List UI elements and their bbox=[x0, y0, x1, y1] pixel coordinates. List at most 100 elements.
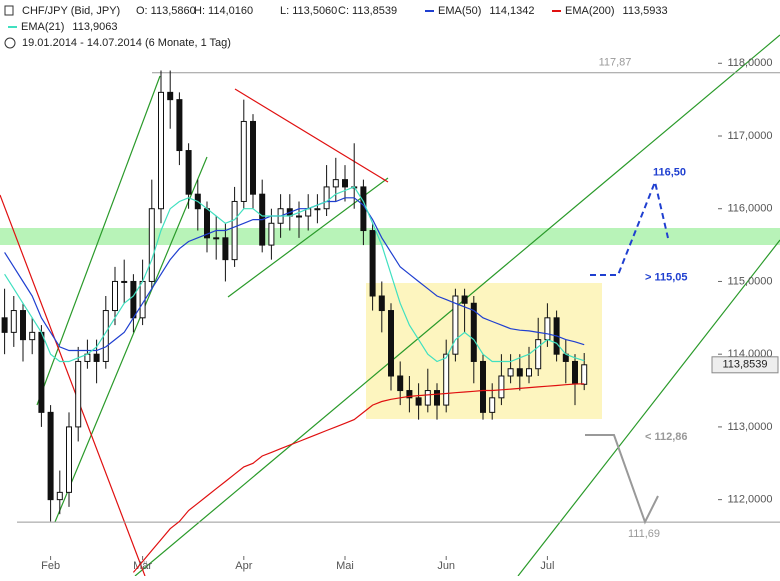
legend-label: EMA(21) bbox=[21, 21, 64, 33]
candle-body bbox=[470, 302, 477, 362]
candle-body bbox=[369, 230, 376, 297]
header: CHF/JPY (Bid, JPY) O: 113,5860 H: 114,01… bbox=[4, 5, 397, 49]
ohlc-label: O: 113,5860 bbox=[136, 5, 196, 17]
legend-value: 113,9063 bbox=[72, 21, 117, 33]
trend-line bbox=[54, 156, 208, 523]
candle-body bbox=[535, 339, 542, 370]
candle-body bbox=[121, 280, 128, 283]
candle-body bbox=[378, 295, 385, 312]
candle-body bbox=[112, 280, 118, 312]
projection-path bbox=[585, 434, 659, 525]
y-tick-label: 115,0000 bbox=[727, 275, 772, 287]
candle-body bbox=[516, 368, 523, 377]
candle-body bbox=[222, 237, 229, 261]
candle-body bbox=[20, 310, 26, 341]
candle-body bbox=[75, 360, 82, 428]
candle-body bbox=[415, 397, 422, 406]
x-tick-label: Mai bbox=[336, 560, 354, 572]
target-label: < 112,86 bbox=[645, 431, 688, 443]
candle-body bbox=[314, 208, 321, 211]
price-tag-label: 113,8539 bbox=[722, 359, 767, 371]
x-tick-label: Jul bbox=[540, 560, 554, 572]
candle-body bbox=[544, 317, 551, 341]
candle-body bbox=[148, 208, 155, 282]
candle-body bbox=[452, 295, 459, 355]
candle-body bbox=[93, 353, 100, 362]
candle-body bbox=[397, 375, 404, 392]
candle-body bbox=[158, 91, 164, 210]
candle-body bbox=[498, 375, 505, 399]
legend: EMA(50) 114,1342 EMA(200) 113,5933 EMA(21) 11… bbox=[8, 5, 668, 33]
candle-body bbox=[213, 237, 220, 240]
legend-label: EMA(50) bbox=[438, 5, 481, 17]
trend-line bbox=[517, 239, 780, 577]
x-tick-label: Apr bbox=[235, 560, 252, 572]
ema-line bbox=[4, 186, 585, 363]
target-label: > 115,05 bbox=[645, 272, 688, 284]
candle-body bbox=[424, 390, 431, 406]
ema-line bbox=[132, 383, 585, 573]
candle-body bbox=[388, 310, 394, 377]
candle-body bbox=[240, 120, 247, 202]
x-tick-label: Mär bbox=[133, 560, 152, 572]
y-tick-label: 116,0000 bbox=[727, 203, 772, 215]
chart-icon bbox=[4, 5, 14, 16]
level-label: 111,69 bbox=[628, 528, 660, 540]
y-tick-label: 112,0000 bbox=[727, 494, 772, 506]
candle-body bbox=[342, 179, 348, 188]
x-tick-label: Feb bbox=[41, 560, 60, 572]
clock-icon bbox=[4, 37, 16, 49]
candle-body bbox=[507, 368, 514, 377]
level-label: 117,87 bbox=[599, 57, 632, 69]
subtitle: 19.01.2014 - 14.07.2014 (6 Monate, 1 Tag… bbox=[22, 37, 231, 49]
y-tick-label: 117,0000 bbox=[727, 130, 772, 142]
trend-line bbox=[36, 75, 161, 406]
legend-value: 113,5933 bbox=[623, 5, 668, 17]
candle-body bbox=[323, 186, 330, 210]
y-tick-label: 113,0000 bbox=[727, 421, 772, 433]
legend-label: EMA(200) bbox=[565, 5, 615, 17]
candle-body bbox=[56, 491, 63, 501]
candle-body bbox=[406, 390, 413, 399]
legend-value: 114,1342 bbox=[489, 5, 534, 17]
ohlc-label: H: 114,0160 bbox=[194, 5, 253, 17]
projection-path bbox=[590, 178, 669, 276]
candle-body bbox=[130, 280, 137, 319]
candle-body bbox=[47, 411, 54, 501]
ohlc-label: L: 113,5060 bbox=[280, 5, 337, 17]
y-tick-label: 118,0000 bbox=[727, 57, 772, 69]
candle-body bbox=[29, 331, 36, 341]
candle-body bbox=[581, 364, 588, 385]
support-band bbox=[0, 228, 780, 245]
candle-body bbox=[38, 331, 45, 413]
candle-body bbox=[296, 215, 302, 218]
candle-body bbox=[489, 397, 496, 413]
candle-body bbox=[167, 91, 174, 101]
price-tag bbox=[711, 356, 779, 374]
candle-body bbox=[268, 222, 275, 246]
candle-body bbox=[526, 368, 532, 377]
candle-body bbox=[10, 310, 17, 333]
candle-body bbox=[572, 360, 578, 384]
trend-line bbox=[234, 88, 389, 183]
ohlc-label: C: 113,8539 bbox=[338, 5, 397, 17]
ema-line bbox=[4, 197, 585, 352]
target-label: 116,50 bbox=[653, 166, 686, 178]
candle-body bbox=[434, 390, 440, 406]
candle-body bbox=[185, 150, 192, 195]
trend-lines bbox=[0, 34, 780, 577]
chart-title: CHF/JPY (Bid, JPY) bbox=[22, 5, 120, 17]
candle-body bbox=[461, 295, 468, 304]
candle-body bbox=[332, 179, 339, 188]
candle-body bbox=[1, 317, 8, 333]
candle-body bbox=[66, 426, 72, 493]
candle-body bbox=[250, 120, 256, 195]
candle-body bbox=[443, 353, 450, 406]
trend-line bbox=[0, 194, 146, 577]
candle-body bbox=[480, 360, 486, 413]
candle-body bbox=[231, 200, 238, 261]
x-tick-label: Jun bbox=[437, 560, 455, 572]
candle-body bbox=[176, 99, 183, 152]
